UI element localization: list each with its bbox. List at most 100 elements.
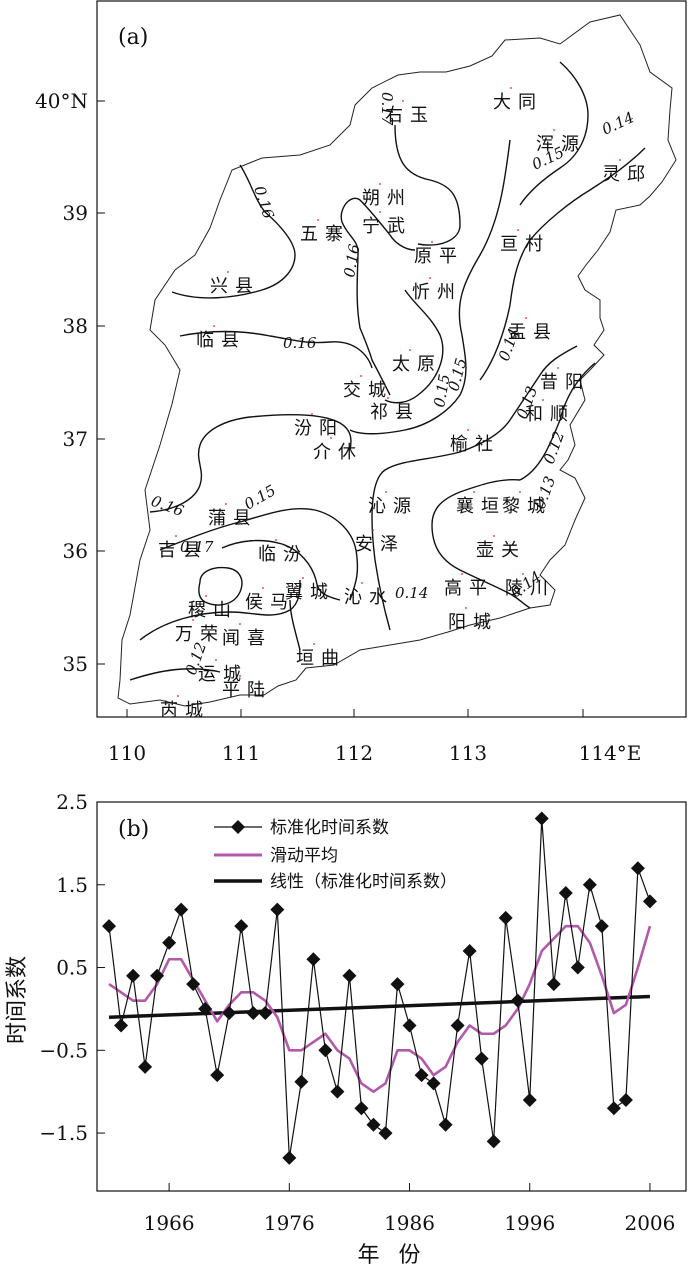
station-dot [519,491,521,493]
data-point-marker [474,1051,489,1066]
station-dot [192,619,194,621]
contour-labels: 0.17 0.16 0.16 0.16 0.15 0.15 0.15 0.14 … [149,92,637,677]
station-dot [510,87,512,89]
map-x-tickmarks [126,709,584,717]
station-dots [175,87,621,697]
contour-label: 0.17 [180,538,214,556]
station-label: 陵川 [505,578,555,599]
station-label: 侯马 [245,592,295,613]
station-dot [239,675,241,677]
station-dot [225,503,227,505]
data-point-marker [414,1068,429,1083]
data-point-marker [114,1018,129,1033]
data-point-marker [438,1117,453,1132]
data-point-marker [234,919,249,934]
data-point-marker [558,886,573,901]
chart-legend: 标准化时间系数 滑动平均 线性（标准化时间系数） [214,818,457,892]
station-label: 兴县 [210,276,260,297]
station-label: 沁源 [368,496,418,517]
station-names: 大同 右玉 浑源 灵邱 朔州 宁武 五寨 原平 亘村 兴县 忻州 临县 太原 盂… [158,92,645,721]
data-point-marker [306,952,321,967]
station-dot [525,317,527,319]
data-point-marker [570,960,585,975]
y-tick-label: 1.5 [56,873,88,897]
chart-axes: 2.5 1.5 0.5 −0.5 −1.5 1966 1976 1986 1996 2006 [39,790,675,1235]
station-dot [553,129,555,131]
data-point-marker [174,902,189,917]
map-y-tick-label: 35 [63,652,88,676]
data-point-marker [606,1101,621,1116]
station-label: 芮城 [160,700,210,721]
map-x-tick-label: 110 [108,741,146,765]
station-dot [215,659,217,661]
data-point-marker [642,894,657,909]
station-label: 和顺 [525,404,575,425]
data-point-marker [198,1001,213,1016]
contour-label: 0.16 [283,334,317,352]
map-x-tick-label: 113 [449,741,487,765]
contour-lines [129,61,646,681]
map-panel: (a) 40°N 39 38 37 36 35 110 111 112 113 [35,0,687,765]
data-point-marker [426,1076,441,1091]
data-point-marker [390,977,405,992]
legend-label-series-1: 标准化时间系数 [270,818,389,838]
station-label: 汾阳 [294,418,344,439]
chart-plot [102,811,657,1165]
station-dot [542,399,544,401]
moving-average-line [108,924,652,1093]
station-label: 忻州 [412,282,462,303]
station-label: 五寨 [300,224,350,245]
station-label: 平陆 [222,680,272,701]
x-tick-label: 1976 [264,1211,315,1235]
station-label: 介休 [313,442,363,463]
station-dot [239,623,241,625]
chart-frame [96,801,687,1192]
station-dot [372,529,374,531]
trend-line [108,994,651,1019]
station-dot [262,587,264,589]
station-dot [175,535,177,537]
data-point-marker [282,1150,297,1165]
station-dot [385,491,387,493]
legend-label-series-2: 滑动平均 [270,846,338,866]
station-label: 运城 [198,664,248,685]
chart-panel-label: (b) [118,817,149,842]
station-label: 宁武 [362,216,412,237]
station-label: 太原 [392,354,442,375]
station-dot [461,573,463,575]
station-label: 阳城 [448,612,498,633]
station-dot [557,367,559,369]
station-label: 万荣 [175,624,225,645]
legend-marker-diamond [231,820,245,834]
contour-label: 0.12 [540,429,568,467]
data-point-marker [378,1126,393,1141]
map-y-ticklabels: 40°N 39 38 37 36 35 [35,89,88,676]
contour-label: 0.14 [599,108,637,138]
data-point-marker [522,1092,537,1107]
chart-x-axis-label: 年 份 [358,1243,427,1268]
contour-label: 0.17 [378,92,396,126]
map-x-tick-label: 111 [222,741,260,765]
station-label: 朔州 [362,188,412,209]
station-label: 襄垣 [456,496,506,517]
station-label: 吉县 [158,540,208,561]
y-tick-label: −1.5 [39,1121,88,1145]
contour-label: 0.16 [340,242,364,278]
province-boundary [117,14,677,707]
data-point-marker [546,977,561,992]
station-label: 壶关 [476,540,526,561]
station-dot [361,582,363,584]
contour-label: 0.16 [250,184,278,222]
station-dot [317,219,319,221]
station-dot [517,229,519,231]
map-x-tick-label: 112 [335,741,373,765]
timeseries-panel: (b) 2.5 1.5 0.5 −0.5 −1.5 1966 1976 1986 1996 200… [5,790,687,1268]
contour-label: 0.14 [395,584,428,602]
station-label: 浑源 [536,134,586,155]
station-label: 右玉 [385,105,435,126]
station-dot [402,100,404,102]
station-label: 大同 [493,92,543,113]
station-label: 翼城 [285,582,335,603]
station-dot [619,159,621,161]
